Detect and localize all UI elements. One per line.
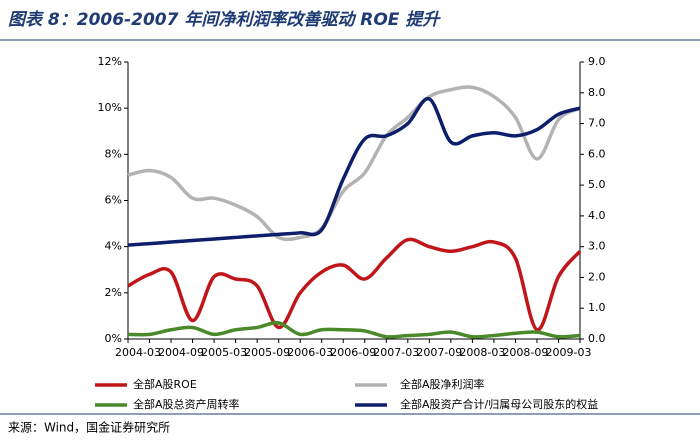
source: 来源：Wind，国金证券研究所: [8, 420, 170, 435]
y2-tick-label: 2.0: [588, 270, 606, 283]
y2-tick-label: 3.0: [588, 240, 606, 253]
x-tick-label: 2007-09: [416, 346, 462, 359]
series-line: [127, 85, 581, 242]
x-tick-label: 2006-03: [287, 346, 333, 359]
y2-tick-label: 1.0: [588, 301, 606, 314]
legend-label: 全部A股净利润率: [400, 377, 485, 391]
y2-tick-label: 9.0: [588, 55, 606, 68]
x-tick-label: 2004-03: [115, 346, 161, 359]
series-line: [127, 97, 581, 247]
x-tick-label: 2006-09: [330, 346, 376, 359]
legend-label: 全部A股资产合计/归属母公司股东的权益: [400, 397, 598, 411]
x-tick-label: 2008-09: [502, 346, 548, 359]
y2-tick-label: 8.0: [588, 86, 606, 99]
y2-tick-label: 5.0: [588, 178, 606, 191]
y2-tick-label: 6.0: [588, 147, 606, 160]
y-tick-label: 4%: [105, 240, 122, 253]
y-tick-label: 12%: [98, 55, 122, 68]
x-tick-label: 2008-03: [459, 346, 505, 359]
y-tick-label: 8%: [105, 147, 122, 160]
y2-tick-label: 0.0: [588, 332, 606, 345]
x-tick-label: 2005-03: [201, 346, 247, 359]
series-line: [127, 320, 581, 339]
y2-tick-label: 7.0: [588, 117, 606, 130]
x-tick-label: 2004-09: [158, 346, 204, 359]
chart-title: 图表 8：2006-2007 年间净利润率改善驱动 ROE 提升: [8, 10, 441, 30]
y-tick-label: 10%: [98, 101, 122, 114]
series-line: [127, 237, 582, 332]
y-tick-label: 0%: [105, 332, 122, 345]
x-tick-label: 2009-03: [545, 346, 591, 359]
y2-tick-label: 4.0: [588, 209, 606, 222]
y-tick-label: 6%: [105, 194, 122, 207]
x-tick-label: 2007-03: [373, 346, 419, 359]
x-tick-label: 2005-09: [244, 346, 290, 359]
legend-label: 全部A股总资产周转率: [133, 397, 240, 411]
y-tick-label: 2%: [105, 286, 122, 299]
legend-label: 全部A股ROE: [133, 377, 197, 391]
